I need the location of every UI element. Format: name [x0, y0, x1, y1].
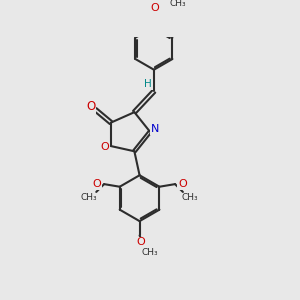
Text: N: N [151, 124, 159, 134]
Text: CH₃: CH₃ [182, 193, 199, 202]
Text: H: H [144, 79, 152, 89]
Text: CH₃: CH₃ [81, 193, 97, 202]
Text: CH₃: CH₃ [142, 248, 158, 257]
Text: O: O [178, 179, 187, 189]
Text: O: O [86, 100, 95, 113]
Text: O: O [151, 3, 160, 13]
Text: O: O [101, 142, 110, 152]
Text: CH₃: CH₃ [169, 0, 186, 8]
Text: O: O [92, 179, 101, 189]
Text: O: O [136, 238, 145, 248]
